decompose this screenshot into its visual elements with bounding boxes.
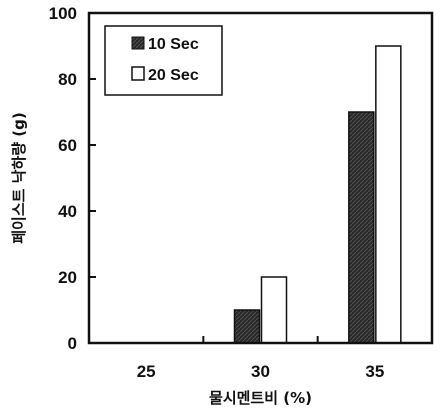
bar-20-sec-35 [375, 45, 402, 344]
x-tick-label: 25 [137, 362, 156, 381]
x-tick-label: 30 [251, 362, 270, 381]
plot-frame [87, 11, 434, 345]
y-tick-label: 40 [58, 202, 77, 221]
legend-box [104, 25, 223, 96]
y-tick-label: 60 [58, 136, 77, 155]
legend-label-20-sec: 20 Sec [148, 67, 199, 84]
y-axis-title: 페이스트 낙하량 (g) [10, 112, 28, 244]
bar-10-sec-30 [233, 309, 261, 344]
y-tick-label: 20 [58, 268, 77, 287]
legend-swatch-10-sec [131, 36, 145, 50]
legend-swatch-20-sec [131, 66, 145, 81]
y-tick-label: 80 [58, 70, 77, 89]
bar-10-sec-35 [348, 111, 375, 344]
bar-20-sec-30 [260, 276, 288, 344]
y-tick-label: 0 [68, 334, 77, 353]
x-axis-ticks: 25 30 35 [137, 336, 384, 381]
y-tick-label: 100 [49, 4, 77, 23]
legend-label-10-sec: 10 Sec [148, 36, 199, 53]
x-tick-label: 35 [365, 362, 384, 381]
legend: 10 Sec 20 Sec [104, 25, 223, 96]
bars [233, 45, 402, 344]
x-axis-title: 물시멘트비 (%) [209, 389, 312, 407]
